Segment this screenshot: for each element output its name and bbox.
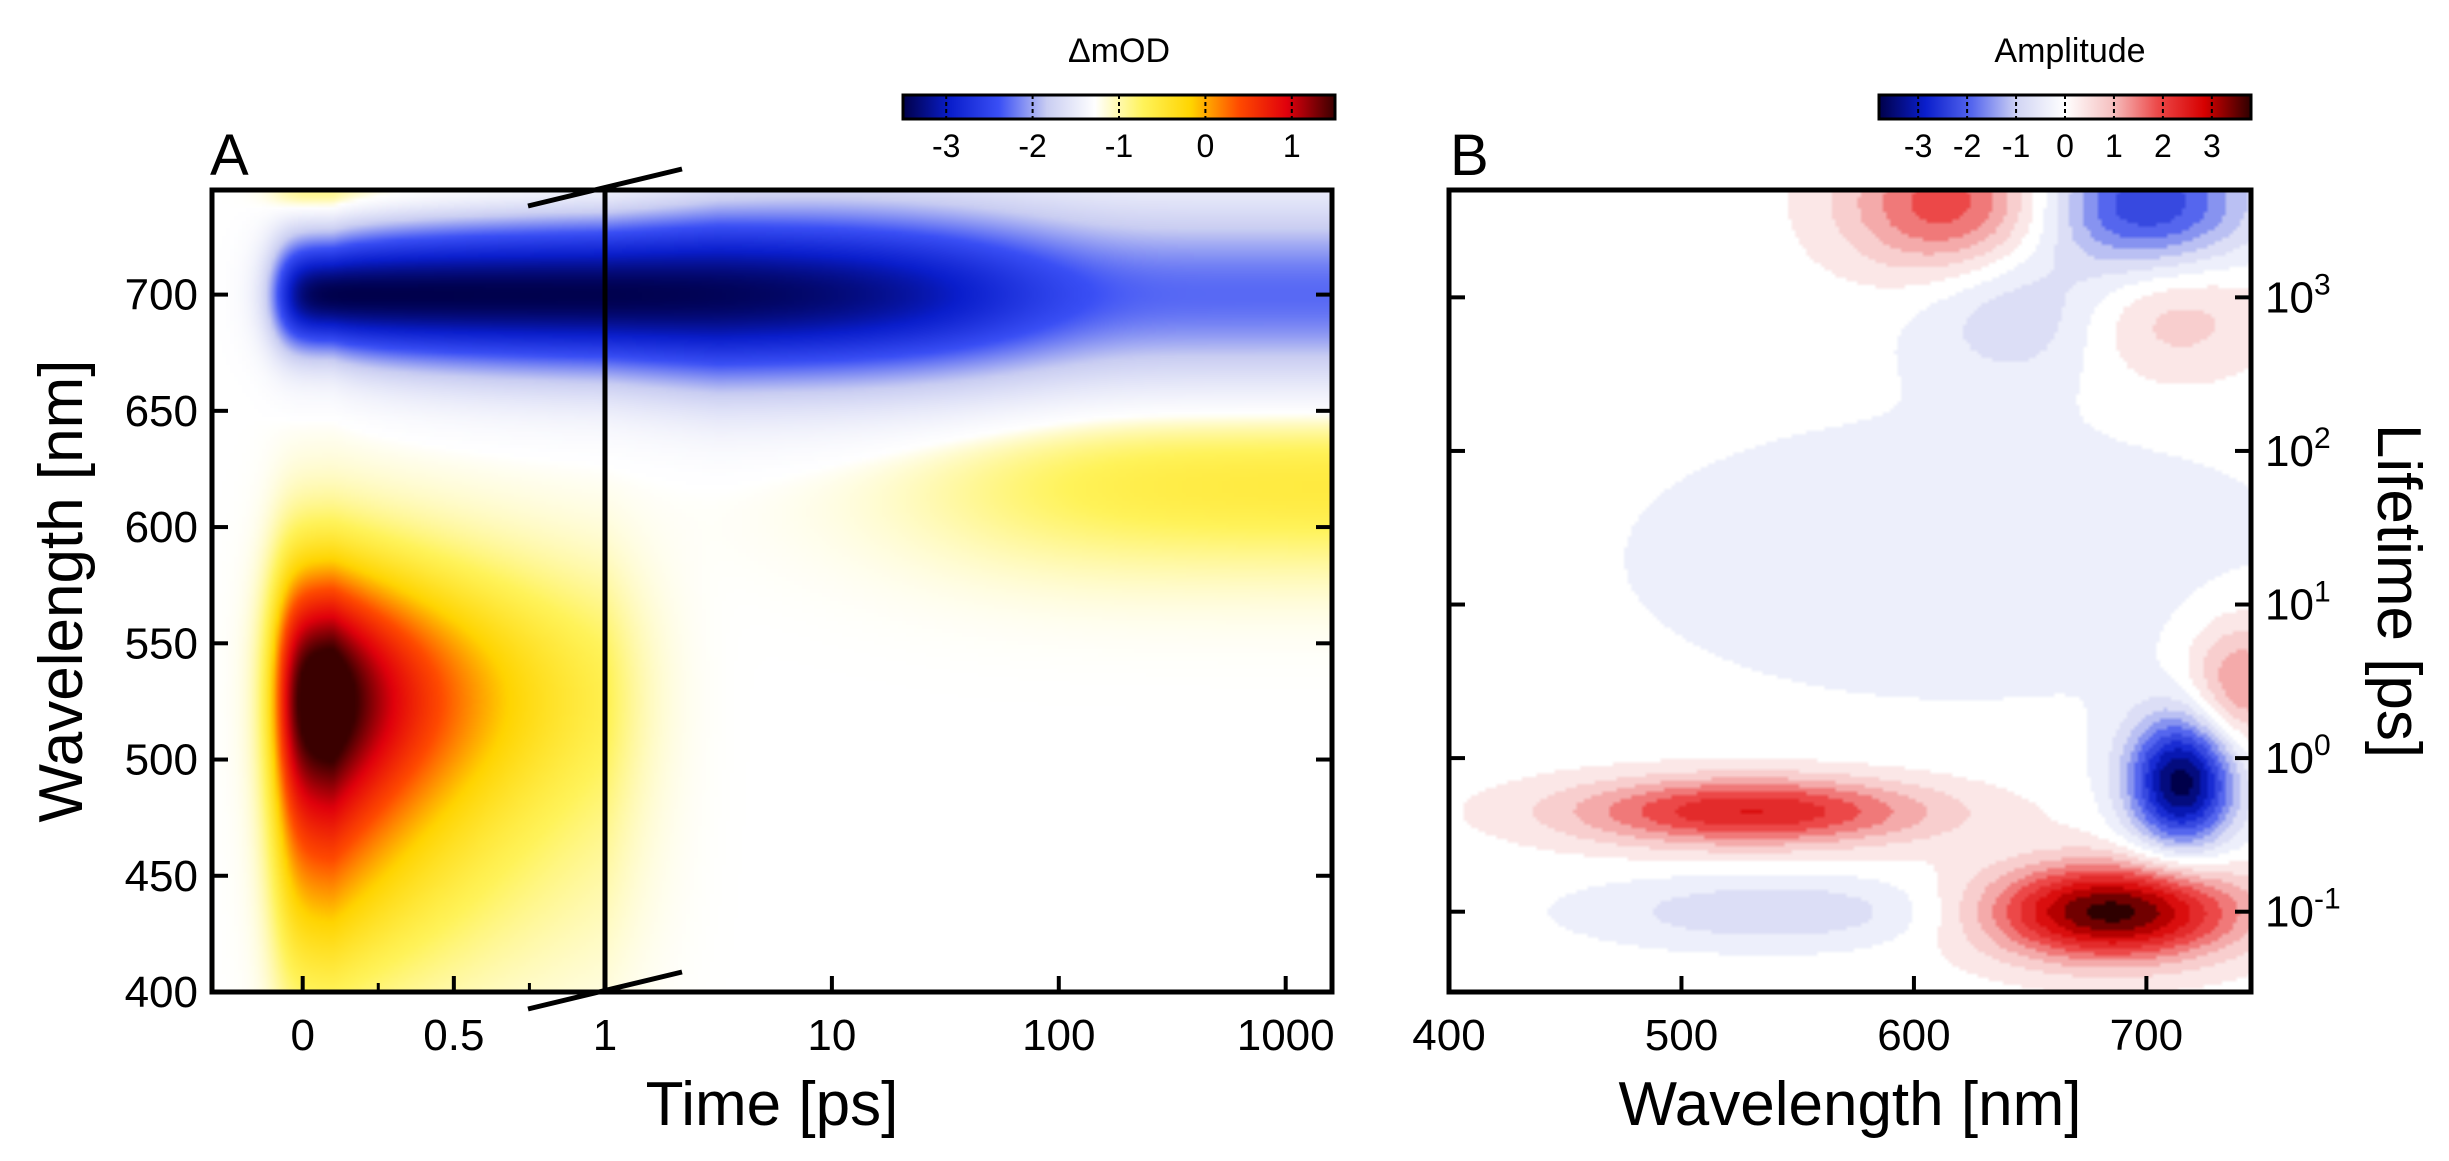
y-tick-label-a: 650 [125,387,198,436]
x-tick-label-a: 0 [290,1011,314,1060]
break-mark-top [527,166,683,209]
x-tick-label-a: 1000 [1237,1011,1335,1060]
colorbar-tick-label: 0 [2056,128,2074,164]
colorbar-a-title: ΔmOD [1068,32,1170,70]
x-tick-label-a: 10 [807,1011,856,1060]
colorbar-tick-label: 1 [2105,128,2123,164]
colorbar-tick-label: 1 [1283,128,1301,164]
x-axis-title-b: Wavelength [nm] [1619,1070,2082,1139]
y-tick-label-b: 102 [2265,422,2331,476]
y-axis-title-a: Wavelength [nm] [27,360,96,823]
y-tick-label-b: 101 [2265,576,2331,630]
y-tick-exponent-b: 0 [2314,729,2331,762]
colorbar-tick-label: -1 [1105,128,1133,164]
colorbar-tick-label: 2 [2154,128,2172,164]
colorbar-tick-label: -1 [2002,128,2030,164]
y-tick-label-b: 103 [2265,268,2331,322]
x-tick-label-a: 100 [1022,1011,1095,1060]
x-tick-label-b: 700 [2110,1011,2183,1060]
colorbar-b-title: Amplitude [1994,32,2145,70]
panel-label-a: A [210,123,249,188]
colorbar-tick-label: -3 [932,128,960,164]
ticks-a: 0 0.5 1 10 100 1000 400 450 500 550 600 650 700 [125,271,1335,1060]
x-tick-label-b: 500 [1645,1011,1718,1060]
y-tick-label-a: 550 [125,619,198,668]
heatmap-a-image [212,190,1332,992]
colorbar-tick-label: 0 [1197,128,1215,164]
panel-label-b: B [1450,123,1489,188]
y-tick-exponent-b: -1 [2314,883,2341,916]
y-tick-label-a: 500 [125,736,198,785]
colorbar-tick-label: 3 [2203,128,2221,164]
y-tick-label-a: 450 [125,852,198,901]
colorbar-tick-label: -2 [1953,128,1981,164]
y-tick-exponent-b: 1 [2314,576,2331,609]
colorbar-tick-label: -2 [1018,128,1046,164]
y-tick-label-a: 700 [125,271,198,320]
x-tick-label-b: 600 [1877,1011,1950,1060]
plot-frame-b [1446,187,2254,995]
x-tick-label-a: 0.5 [423,1011,484,1060]
y-tick-label-a: 600 [125,503,198,552]
colorbar-a: -3 -2 -1 0 1 ΔmOD [901,32,1337,164]
y-tick-exponent-b: 2 [2314,422,2331,455]
y-tick-exponent-b: 3 [2314,268,2331,301]
heatmap-b-image [1449,190,2251,992]
colorbar-tick-label: -3 [1904,128,1932,164]
x-tick-label-b: 400 [1412,1011,1485,1060]
plot-frame-a [209,187,1335,995]
x-axis-title-a: Time [ps] [646,1070,899,1139]
x-tick-label-a: 1 [593,1011,617,1060]
y-axis-title-b: Lifetime [ps] [2364,424,2433,758]
y-tick-label-b: 100 [2265,729,2331,783]
y-tick-label-a: 400 [125,968,198,1017]
y-tick-label-b: 10-1 [2265,883,2341,937]
colorbar-b: -3 -2 -1 0 1 2 3 Amplitude [1877,32,2253,164]
